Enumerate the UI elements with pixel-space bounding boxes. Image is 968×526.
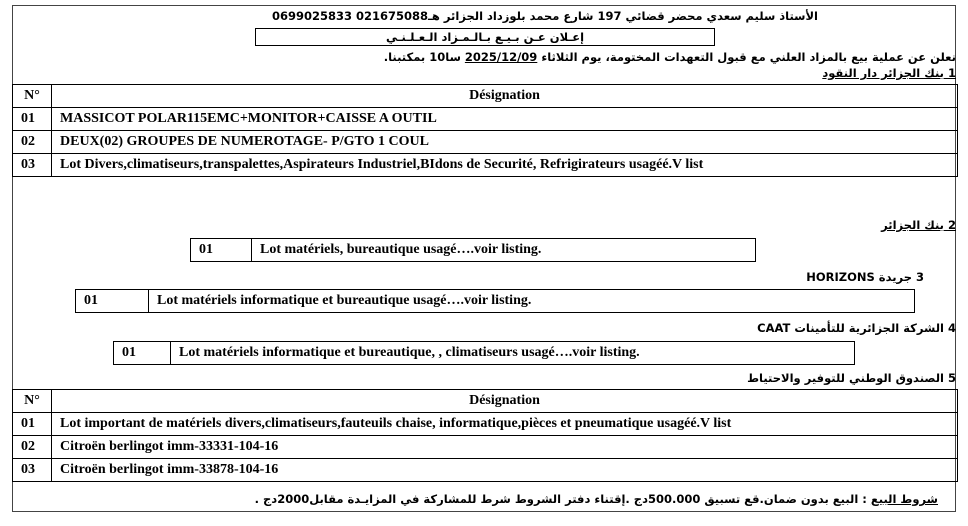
lots-table-3: 01 Lot matériels informatique et bureauti… [75,289,915,313]
notary-line: الأستاذ سليم سعدي محضر قضائي 197 شارع مح… [271,9,818,23]
lot-designation: Citroën berlingot imm-33878-104-16 [51,458,958,482]
lot-number: 01 [113,341,171,365]
lots-table-5: N° Désignation 01 Lot important de matérie… [12,389,958,482]
section-heading-5: 5 الصندوق الوطني للتوفير والاحتياط [747,371,956,385]
announcement-text: نعلن عن عملية بيع بالمزاد العلني مع قبول… [384,50,956,64]
lot-number: 02 [12,435,52,459]
section-heading-1: 1 بنك الجزائر دار النقود [822,66,956,80]
lot-number: 03 [12,153,52,177]
conditions-text: : البيع بدون ضمان.قع تسبيق 500.000دج .إق… [254,492,871,506]
announcement-prefix: نعلن عن عملية بيع بالمزاد العلني مع قبول… [537,50,956,64]
announcement-title: إعـلان عـن بـيـع بـالـمـزاد الـعـلـنـي [255,28,715,46]
lot-number: 03 [12,458,52,482]
section-heading-2: 2 بنك الجزائر [881,218,956,232]
lot-designation: Lot matériels, bureautique usagé….voir l… [251,238,756,262]
lot-designation: Lot matériels informatique et bureautiqu… [148,289,915,313]
announcement-suffix: سا10 بمكتبنا. [383,50,465,64]
col-designation: Désignation [51,84,958,108]
lot-number: 01 [12,107,52,131]
table-row: 01 Lot matériels informatique et bureauti… [113,341,855,365]
lots-table-2: 01 Lot matériels, bureautique usagé….voir… [190,238,756,262]
lot-designation: Lot Divers,climatiseurs,transpalettes,As… [51,153,958,177]
table-row: 01 Lot matériels informatique et bureauti… [75,289,915,313]
lot-number: 01 [75,289,149,313]
lot-number: 01 [12,412,52,436]
section-heading-4: 4 الشركة الجزائرية للتأمينات CAAT [757,321,956,335]
lot-designation: Lot matériels informatique et bureautiqu… [170,341,855,365]
lot-number: 01 [190,238,252,262]
table-row: 01 MASSICOT POLAR115EMC+MONITOR+CAISSE A … [12,107,958,131]
lot-designation: Lot important de matériels divers,climat… [51,412,958,436]
conditions-label: شروط البيع [870,492,938,506]
col-number: N° [12,84,52,108]
lot-designation: Citroën berlingot imm-33331-104-16 [51,435,958,459]
col-designation: Désignation [51,389,958,413]
lots-table-1: N° Désignation 01 MASSICOT POLAR115EMC+MON… [12,84,958,177]
table-row: 02 DEUX(02) GROUPES DE NUMEROTAGE- P/GTO … [12,130,958,154]
lot-designation: MASSICOT POLAR115EMC+MONITOR+CAISSE A OU… [51,107,958,131]
lot-number: 02 [12,130,52,154]
auction-date: 2025/12/09 [464,50,538,64]
table-row: 01 Lot important de matériels divers,clim… [12,412,958,436]
lots-table-4: 01 Lot matériels informatique et bureauti… [113,341,855,365]
table-row: 02 Citroën berlingot imm-33331-104-16 [12,435,958,459]
document-frame [12,5,956,512]
table-row: 01 Lot matériels, bureautique usagé….voir… [190,238,756,262]
section-heading-3: 3 جريدة HORIZONS [806,270,924,284]
sale-conditions: شروط البيع : البيع بدون ضمان.قع تسبيق 50… [255,492,938,506]
table-row: 03 Lot Divers,climatiseurs,transpalettes,… [12,153,958,177]
col-number: N° [12,389,52,413]
table-row: 03 Citroën berlingot imm-33878-104-16 [12,458,958,482]
lot-designation: DEUX(02) GROUPES DE NUMEROTAGE- P/GTO 1 … [51,130,958,154]
